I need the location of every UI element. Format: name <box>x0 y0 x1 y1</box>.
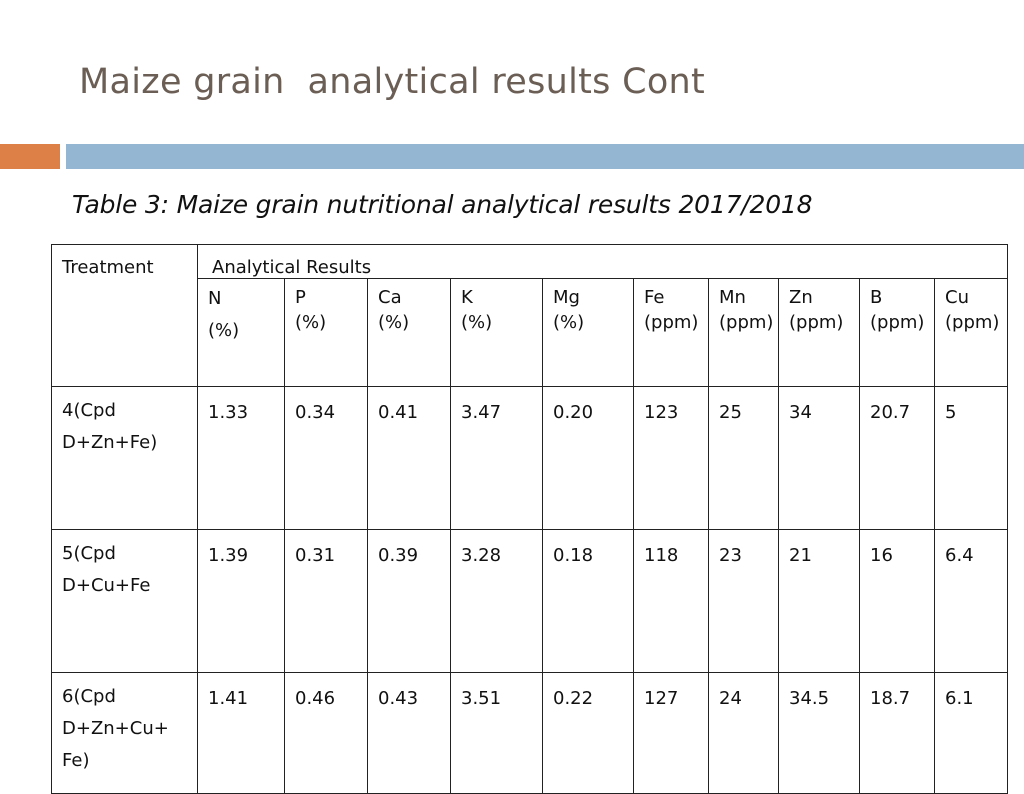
accent-bar-orange <box>0 144 60 169</box>
column-name: K <box>461 287 473 308</box>
value-cell-fe: 123 <box>633 386 709 530</box>
column-unit: (ppm) <box>719 312 774 333</box>
column-unit: (%) <box>378 312 410 333</box>
column-unit: (ppm) <box>789 312 844 333</box>
header-row: Treatment Analytical Results <box>51 244 1009 387</box>
column-unit: (ppm) <box>644 312 699 333</box>
value-cell-cu: 6.1 <box>933 672 1009 794</box>
value-cell-ca: 0.43 <box>367 672 451 794</box>
treatment-label-line: 4(Cpd <box>62 400 116 421</box>
value-cell-mn: 25 <box>708 386 779 530</box>
column-name: Mg <box>553 287 580 308</box>
treatment-cell: 4(Cpd D+Zn+Fe) <box>51 386 198 530</box>
column-header-cu: Cu (ppm) <box>933 278 1009 387</box>
column-name: N <box>208 288 222 309</box>
value-cell-b: 18.7 <box>859 672 935 794</box>
column-name: Fe <box>644 287 665 308</box>
treatment-cell: 6(Cpd D+Zn+Cu+ Fe) <box>51 672 198 794</box>
value-cell-fe: 127 <box>633 672 709 794</box>
value-cell-zn: 21 <box>778 529 860 673</box>
value-cell-mg: 0.22 <box>542 672 634 794</box>
column-name: Zn <box>789 287 813 308</box>
column-unit: (%) <box>461 312 493 333</box>
column-header-n: N (%) <box>197 278 285 387</box>
treatment-label-line: D+Cu+Fe <box>62 575 151 596</box>
column-unit: (%) <box>295 312 327 333</box>
value-cell-mn: 24 <box>708 672 779 794</box>
table-caption: Table 3: Maize grain nutritional analyti… <box>72 190 813 219</box>
table-row: 5(Cpd D+Cu+Fe 1.39 0.31 0.39 3.28 0.18 118 23 21 1… <box>51 529 1009 673</box>
results-table: Treatment Analytical Results N (%) P (%) Ca (… <box>51 244 1009 794</box>
table-row: 6(Cpd D+Zn+Cu+ Fe) 1.41 0.46 0.43 3.51 0.22 127 2… <box>51 672 1009 794</box>
value-cell-ca: 0.39 <box>367 529 451 673</box>
value-cell-b: 20.7 <box>859 386 935 530</box>
column-name: B <box>870 287 883 308</box>
treatment-cell: 5(Cpd D+Cu+Fe <box>51 529 198 673</box>
column-header-zn: Zn (ppm) <box>778 278 860 387</box>
column-header-p: P (%) <box>284 278 368 387</box>
treatment-label-line: D+Zn+Fe) <box>62 432 158 453</box>
accent-bar-blue <box>66 144 1024 169</box>
value-cell-mg: 0.18 <box>542 529 634 673</box>
value-cell-mn: 23 <box>708 529 779 673</box>
treatment-header: Treatment <box>51 244 198 387</box>
treatment-label-line: Fe) <box>62 750 90 771</box>
value-cell-zn: 34.5 <box>778 672 860 794</box>
column-header-fe: Fe (ppm) <box>633 278 709 387</box>
value-cell-p: 0.34 <box>284 386 368 530</box>
column-header-mn: Mn (ppm) <box>708 278 779 387</box>
column-name: Mn <box>719 287 746 308</box>
treatment-label-line: 5(Cpd <box>62 543 116 564</box>
value-cell-b: 16 <box>859 529 935 673</box>
column-header-mg: Mg (%) <box>542 278 634 387</box>
value-cell-n: 1.39 <box>197 529 285 673</box>
slide-title: Maize grain analytical results Cont <box>79 62 706 102</box>
column-unit: (ppm) <box>870 312 925 333</box>
analytical-results-header: Analytical Results <box>196 244 1009 279</box>
subheader-row: N (%) P (%) Ca (%) K (%) Mg (%) Fe (ppm) Mn (ppm) Zn (p… <box>52 278 1009 387</box>
column-name: Cu <box>945 287 969 308</box>
column-header-b: B (ppm) <box>859 278 935 387</box>
value-cell-p: 0.46 <box>284 672 368 794</box>
column-name: Ca <box>378 287 402 308</box>
value-cell-n: 1.33 <box>197 386 285 530</box>
column-unit: (%) <box>553 312 585 333</box>
column-unit: (ppm) <box>945 312 1000 333</box>
value-cell-p: 0.31 <box>284 529 368 673</box>
value-cell-cu: 6.4 <box>933 529 1009 673</box>
treatment-label-line: 6(Cpd <box>62 686 116 707</box>
value-cell-ca: 0.41 <box>367 386 451 530</box>
value-cell-k: 3.51 <box>450 672 543 794</box>
value-cell-zn: 34 <box>778 386 860 530</box>
column-name: P <box>295 287 306 308</box>
column-header-k: K (%) <box>450 278 543 387</box>
column-unit: (%) <box>208 320 240 341</box>
column-header-ca: Ca (%) <box>367 278 451 387</box>
value-cell-n: 1.41 <box>197 672 285 794</box>
value-cell-k: 3.28 <box>450 529 543 673</box>
value-cell-cu: 5 <box>933 386 1009 530</box>
value-cell-fe: 118 <box>633 529 709 673</box>
value-cell-mg: 0.20 <box>542 386 634 530</box>
treatment-label-line: D+Zn+Cu+ <box>62 718 169 739</box>
table-row: 4(Cpd D+Zn+Fe) 1.33 0.34 0.41 3.47 0.20 123 25 34… <box>51 386 1009 530</box>
value-cell-k: 3.47 <box>450 386 543 530</box>
